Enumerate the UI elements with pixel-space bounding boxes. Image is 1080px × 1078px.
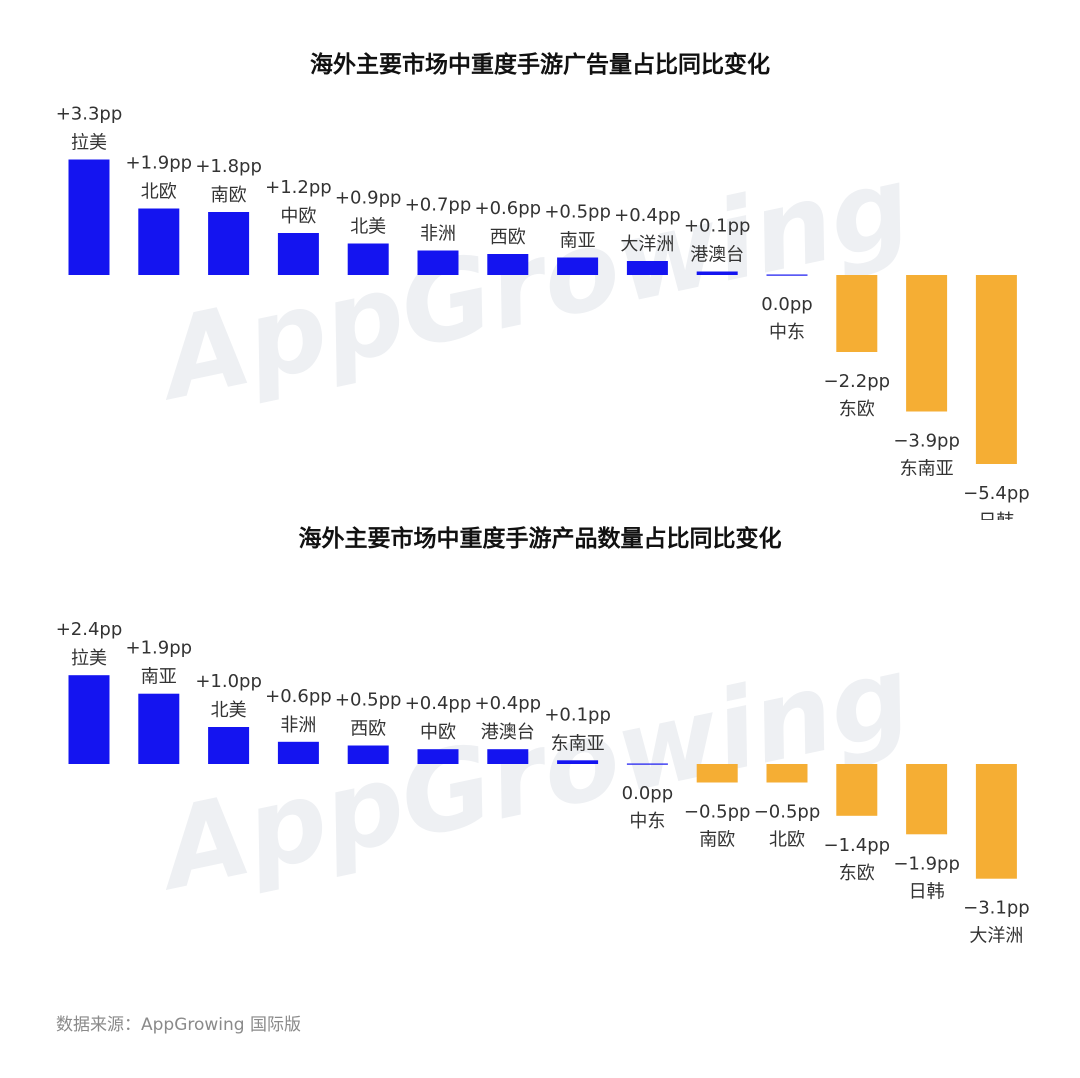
bar — [417, 250, 459, 275]
category-label: 西欧 — [490, 227, 526, 248]
data-label: +0.4pp — [614, 205, 681, 226]
data-label: +2.4pp — [56, 619, 123, 640]
category-label: 南亚 — [560, 231, 596, 252]
category-label: 北欧 — [141, 182, 177, 203]
data-label: −0.5pp — [684, 802, 751, 823]
bar — [208, 212, 250, 275]
category-label: 南欧 — [211, 185, 247, 206]
ad-volume-chart: AppGrowing 海外主要市场中重度手游广告量占比同比变化 +3.3pp 拉美… — [0, 0, 1080, 533]
bar — [836, 764, 878, 816]
chart-title: 海外主要市场中重度手游广告量占比同比变化 — [310, 51, 770, 78]
bar — [417, 749, 459, 764]
category-label: 南亚 — [141, 667, 177, 688]
data-label: +0.1pp — [684, 216, 751, 237]
category-label: 港澳台 — [690, 245, 744, 266]
data-label: +0.5pp — [544, 202, 611, 223]
data-label: +1.0pp — [195, 671, 262, 692]
chart-marks: +3.3pp 拉美 +1.9pp 北欧 +1.8pp 南欧 +1.2pp 中欧 +0.9pp 北美… — [56, 104, 1030, 533]
data-label: +1.8pp — [195, 156, 262, 177]
data-label: +1.9pp — [126, 153, 193, 174]
bar — [696, 271, 738, 275]
category-label: 西欧 — [350, 719, 386, 740]
data-label: −3.9pp — [893, 431, 960, 452]
bar — [68, 675, 110, 764]
category-label: 拉美 — [71, 133, 107, 154]
category-label: 港澳台 — [481, 722, 535, 743]
data-label: 0.0pp — [761, 294, 812, 315]
data-label: −2.2pp — [824, 371, 891, 392]
bar — [487, 749, 529, 764]
bar — [277, 233, 319, 275]
data-label: +0.9pp — [335, 188, 402, 209]
data-label: −5.4pp — [963, 483, 1030, 504]
bar — [975, 764, 1017, 879]
data-label: +1.2pp — [265, 177, 332, 198]
category-label: 北欧 — [769, 830, 805, 851]
bar — [138, 208, 180, 275]
category-label: 东南亚 — [900, 459, 954, 480]
bar — [557, 257, 599, 275]
data-label: −1.4pp — [824, 835, 891, 856]
product-count-chart-svg: AppGrowing 海外主要市场中重度手游产品数量占比同比变化 +2.4pp拉… — [56, 525, 1030, 947]
chart-title: 海外主要市场中重度手游产品数量占比同比变化 — [299, 525, 782, 552]
data-label: +0.6pp — [265, 686, 332, 707]
bar — [906, 764, 948, 835]
bar — [487, 254, 529, 275]
bar — [68, 159, 110, 275]
watermark-text: AppGrowing — [144, 141, 921, 426]
bar — [696, 764, 738, 783]
ad-volume-chart-svg: AppGrowing 海外主要市场中重度手游广告量占比同比变化 +3.3pp 拉美… — [56, 51, 1030, 533]
bar — [208, 727, 250, 764]
bar — [836, 275, 878, 352]
category-label: 非洲 — [280, 715, 316, 736]
bar — [277, 741, 319, 764]
bar — [766, 274, 808, 276]
category-label: 东欧 — [839, 399, 875, 420]
data-label: +1.9pp — [126, 638, 193, 659]
data-label: +0.6pp — [475, 198, 542, 219]
data-label: +0.4pp — [405, 693, 472, 714]
bar — [347, 243, 389, 275]
data-label: +0.5pp — [335, 690, 402, 711]
data-label: +3.3pp — [56, 104, 123, 125]
source-note: 数据来源：AppGrowing 国际版 — [56, 1015, 301, 1035]
category-label: 拉美 — [71, 648, 107, 669]
data-label: −1.9pp — [893, 853, 960, 874]
bar — [626, 261, 668, 275]
category-label: 中东 — [629, 811, 665, 832]
category-label: 东南亚 — [551, 733, 605, 754]
category-label: 东欧 — [839, 863, 875, 884]
product-count-chart: AppGrowing 海外主要市场中重度手游产品数量占比同比变化 +2.4pp 拉… — [0, 510, 1080, 990]
chart-marks: +2.4pp 拉美 +1.9pp 南亚 +1.0pp 北美 +0.6pp 非洲 +0.5pp 西欧… — [56, 619, 1030, 947]
bar — [975, 275, 1017, 464]
category-label: 非洲 — [420, 224, 456, 245]
data-label: −3.1pp — [963, 898, 1030, 919]
category-label: 北美 — [350, 217, 386, 238]
data-label: +0.7pp — [405, 195, 472, 216]
bar — [347, 745, 389, 764]
bar — [906, 275, 948, 412]
category-label: 北美 — [211, 700, 247, 721]
category-label: 中欧 — [420, 722, 456, 743]
bar — [138, 693, 180, 764]
data-label: +0.4pp — [475, 693, 542, 714]
category-label: 大洋洲 — [620, 234, 674, 255]
category-label: 中欧 — [280, 206, 316, 227]
data-label: 0.0pp — [622, 783, 673, 804]
category-label: 南欧 — [699, 830, 735, 851]
data-label: +0.1pp — [544, 704, 611, 725]
category-label: 日韩 — [909, 881, 945, 902]
bar — [626, 763, 668, 765]
category-label: 大洋洲 — [969, 926, 1023, 947]
bar — [766, 764, 808, 783]
bar — [557, 760, 599, 764]
category-label: 中东 — [769, 322, 805, 343]
data-label: −0.5pp — [754, 802, 821, 823]
